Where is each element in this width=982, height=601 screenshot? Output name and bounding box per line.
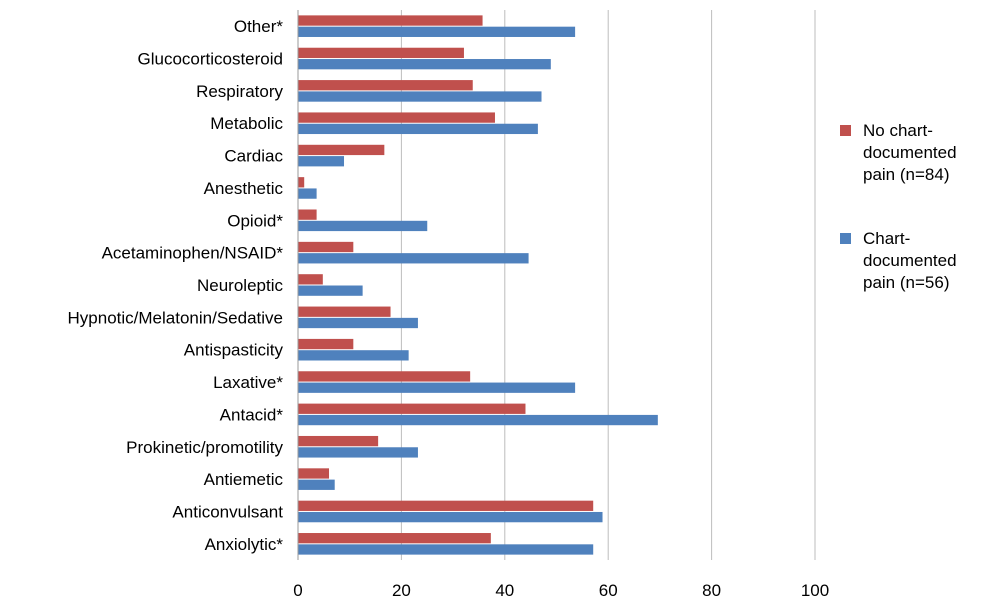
legend-label-no-pain: No chart-documented pain (n=84) (863, 121, 957, 184)
category-label: Other* (234, 17, 284, 36)
bar-no-pain-16 (298, 533, 491, 544)
bar-no-pain-12 (298, 403, 526, 414)
bar-pain-0 (298, 26, 576, 37)
category-label: Antacid* (220, 405, 284, 424)
category-label: Cardiac (224, 147, 283, 166)
category-label: Anesthetic (204, 179, 284, 198)
category-label: Hypnotic/Melatonin/Sedative (68, 308, 283, 327)
x-tick-label-40: 40 (495, 581, 514, 600)
category-label: Antiemetic (204, 470, 284, 489)
bar-pain-9 (298, 317, 418, 329)
bar-pain-2 (298, 91, 542, 102)
bar-pain-13 (298, 447, 418, 458)
legend-swatch-pain (840, 233, 851, 244)
bar-no-pain-5 (298, 177, 305, 188)
category-label: Glucocorticosteroid (137, 50, 283, 69)
bar-pain-15 (298, 511, 603, 523)
bar-pain-4 (298, 156, 345, 167)
category-label: Metabolic (210, 114, 283, 133)
bar-no-pain-4 (298, 144, 385, 156)
category-label: Anticonvulsant (172, 502, 283, 521)
category-label: Opioid* (227, 211, 283, 230)
bar-no-pain-14 (298, 468, 330, 479)
bar-no-pain-1 (298, 47, 464, 59)
bar-no-pain-15 (298, 500, 594, 511)
bar-no-pain-11 (298, 371, 471, 382)
x-tick-label-80: 80 (702, 581, 721, 600)
bar-pain-14 (298, 479, 335, 490)
bar-no-pain-2 (298, 80, 473, 91)
bar-pain-12 (298, 414, 658, 426)
category-label: Prokinetic/promotility (126, 438, 283, 457)
category-label: Laxative* (213, 373, 283, 392)
bar-pain-11 (298, 382, 576, 393)
bars (298, 15, 658, 555)
bar-pain-1 (298, 59, 551, 70)
bar-no-pain-0 (298, 15, 483, 26)
bar-pain-6 (298, 220, 428, 232)
category-label: Acetaminophen/NSAID* (102, 244, 284, 263)
bar-pain-5 (298, 188, 317, 199)
x-tick-label-100: 100 (801, 581, 829, 600)
bar-no-pain-13 (298, 435, 379, 447)
bar-pain-10 (298, 350, 409, 361)
bar-pain-7 (298, 253, 529, 264)
bar-no-pain-10 (298, 338, 354, 350)
x-tick-label-20: 20 (392, 581, 411, 600)
x-tick-label-0: 0 (293, 581, 302, 600)
legend-swatch-no-pain (840, 125, 851, 136)
bar-no-pain-7 (298, 241, 354, 253)
category-label: Respiratory (196, 82, 283, 101)
category-label: Neuroleptic (197, 276, 283, 295)
category-label: Anxiolytic* (205, 535, 284, 554)
bar-pain-16 (298, 544, 594, 555)
x-tick-labels: 0 20 40 60 80 100 (293, 581, 829, 600)
bar-pain-3 (298, 123, 538, 135)
bar-pain-8 (298, 285, 363, 296)
bar-no-pain-9 (298, 306, 391, 317)
bar-no-pain-6 (298, 209, 317, 220)
bar-no-pain-8 (298, 274, 323, 285)
bar-no-pain-3 (298, 112, 495, 123)
category-labels: Other* Glucocorticosteroid Respiratory Meta… (68, 17, 284, 554)
category-label: Antispasticity (184, 341, 284, 360)
x-tick-label-60: 60 (599, 581, 618, 600)
legend-label-pain: Chart-documented pain (n=56) (863, 229, 957, 292)
